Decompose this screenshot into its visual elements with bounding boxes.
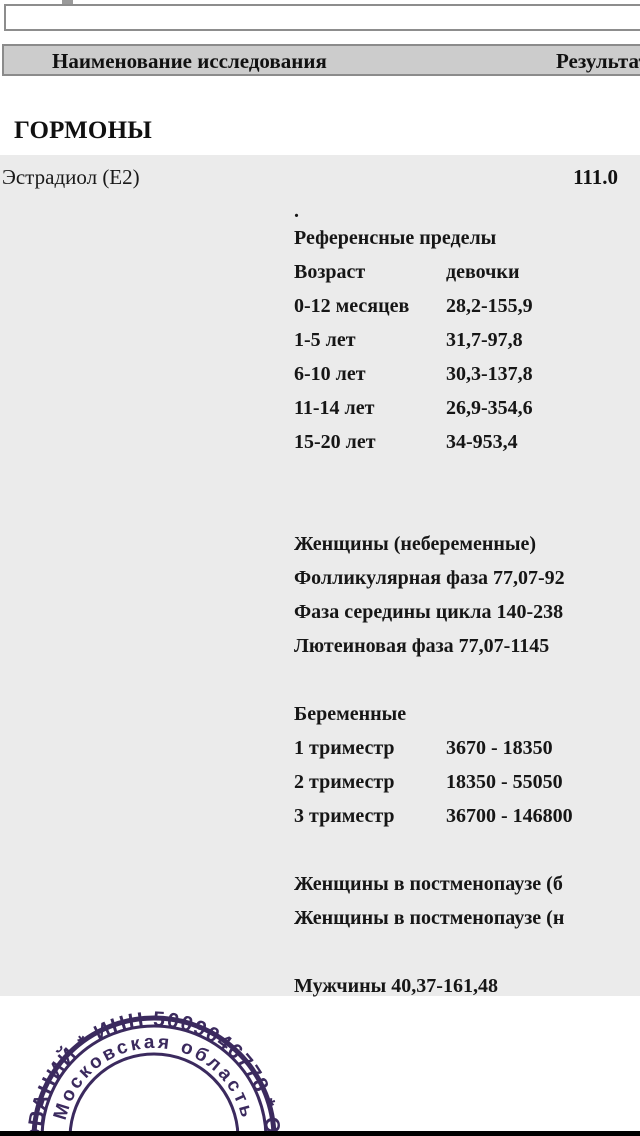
age-header-label: Возраст	[294, 261, 366, 283]
reference-nonpregnant-row: Лютеиновая фаза 77,07-1145	[294, 635, 550, 657]
reference-nonpregnant-row: Фолликулярная фаза 77,07-92	[294, 567, 565, 589]
age-row-value: 30,3-137,8	[446, 363, 533, 385]
top-empty-field[interactable]	[4, 4, 640, 31]
lab-stamp-icon: ИССЛЕДОВАНИЙ * ИНН 5009046778 * ООО * КД…	[12, 996, 296, 1136]
reference-age-row: 11-14 лет 26,9-354,6	[294, 391, 640, 425]
column-header-name: Наименование исследования	[52, 49, 327, 73]
reference-pregnant-title: Беременные	[294, 703, 407, 725]
analyte-value: 111.0	[573, 165, 618, 189]
trimester-label: 2 триместр	[294, 771, 395, 793]
trimester-value: 36700 - 146800	[446, 805, 573, 827]
trimester-label: 1 триместр	[294, 737, 395, 759]
age-row-label: 1-5 лет	[294, 329, 356, 351]
age-row-label: 6-10 лет	[294, 363, 366, 385]
table-header-bar: Наименование исследования Результат	[2, 44, 640, 76]
spacer	[294, 663, 640, 697]
age-row-value: 31,7-97,8	[446, 329, 523, 351]
age-row-label: 0-12 месяцев	[294, 295, 410, 317]
spacer	[294, 459, 640, 493]
trimester-label: 3 триместр	[294, 805, 395, 827]
age-row-value: 28,2-155,9	[446, 295, 533, 317]
analyte-name: Эстрадиол (E2)	[2, 165, 140, 189]
column-header-result: Результат	[556, 49, 640, 73]
reference-men-row: Мужчины 40,37-161,48	[294, 975, 498, 997]
reference-limits-block: . Референсные пределы Возраст девочки 0-1…	[294, 201, 640, 1003]
reference-age-row: 1-5 лет 31,7-97,8	[294, 323, 640, 357]
svg-text:Московская область: Московская область	[50, 1032, 258, 1123]
reference-title: Референсные пределы	[294, 227, 497, 249]
spacer	[294, 833, 640, 867]
reference-age-row: 6-10 лет 30,3-137,8	[294, 357, 640, 391]
reference-nonpregnant-row: Фаза середины цикла 140-238	[294, 601, 564, 623]
reference-bullet: .	[294, 200, 299, 222]
reference-postmenopause-row: Женщины в постменопаузе (н	[294, 907, 565, 929]
age-row-value: 34-953,4	[446, 431, 518, 453]
result-band: Эстрадиол (E2) 111.0 . Референсные преде…	[0, 155, 640, 997]
top-notch	[62, 0, 73, 5]
spacer	[294, 935, 640, 969]
bottom-bar	[0, 1131, 640, 1136]
age-row-value: 26,9-354,6	[446, 397, 533, 419]
reference-age-header: Возраст девочки	[294, 255, 640, 289]
reference-postmenopause-row: Женщины в постменопаузе (б	[294, 873, 563, 895]
reference-pregnant-row: 3 триместр 36700 - 146800	[294, 799, 640, 833]
age-row-label: 15-20 лет	[294, 431, 376, 453]
section-heading-hormones: ГОРМОНЫ	[14, 117, 152, 144]
reference-age-row: 15-20 лет 34-953,4	[294, 425, 640, 459]
spacer	[294, 493, 640, 527]
stamp-inner-text: Московская область	[50, 1032, 255, 1123]
trimester-value: 18350 - 55050	[446, 771, 563, 793]
age-row-label: 11-14 лет	[294, 397, 375, 419]
reference-nonpregnant-title: Женщины (небеременные)	[294, 533, 537, 555]
svg-text:ИССЛЕДОВАНИЙ * ИНН 5009046778: ИССЛЕДОВАНИЙ * ИНН 5009046778 * ООО * КД…	[12, 996, 284, 1136]
reference-age-row: 0-12 месяцев 28,2-155,9	[294, 289, 640, 323]
reference-pregnant-row: 2 триместр 18350 - 55050	[294, 765, 640, 799]
trimester-value: 3670 - 18350	[446, 737, 553, 759]
stamp-outer-text: ИССЛЕДОВАНИЙ * ИНН 5009046778 * ООО * КД…	[12, 996, 283, 1136]
reference-pregnant-row: 1 триместр 3670 - 18350	[294, 731, 640, 765]
age-header-value: девочки	[446, 261, 520, 283]
